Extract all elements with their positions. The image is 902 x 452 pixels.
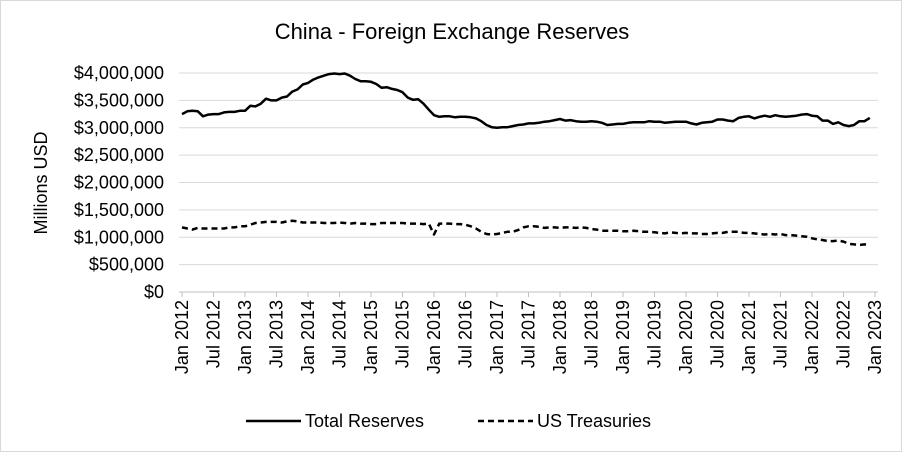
series-line-total-reserves [181,72,871,130]
x-tick-label: Jul 2022 [834,300,854,368]
x-tick-label: Jul 2019 [645,300,665,368]
x-tick-label: Jul 2018 [582,300,602,368]
y-tick-label: $2,000,000 [74,173,164,193]
x-tick-label: Jul 2017 [519,300,539,368]
x-tick-labels: Jan 2012 Jul 2012 Jan 2013 Jul 2013 Jan 2014… [172,300,885,374]
x-tick-label: Jan 2015 [361,300,381,374]
x-tick-label: Jan 2013 [235,300,255,374]
y-axis-label: Millions USD [31,131,51,234]
y-tick-label: $3,000,000 [74,118,164,138]
x-tick-label: Jan 2022 [802,300,822,374]
x-tick-label: Jul 2020 [708,300,728,368]
y-tick-label: $3,500,000 [74,90,164,110]
x-tick-label: Jan 2014 [298,300,318,374]
x-tick-label: Jul 2012 [204,300,224,368]
x-tick-label: Jan 2021 [739,300,759,374]
series-lines [181,72,871,247]
y-tick-labels: $0 $500,000 $1,000,000 $1,500,000 $2,000,000… [74,63,164,302]
x-tick-label: Jan 2023 [865,300,885,374]
gridlines [179,72,878,297]
y-tick-label: $1,500,000 [74,200,164,220]
x-tick-label: Jul 2021 [771,300,791,368]
y-tick-label: $2,500,000 [74,145,164,165]
x-tick-label: Jan 2012 [172,300,192,374]
chart-title: China - Foreign Exchange Reserves [275,19,630,44]
legend-label-us-treasuries: US Treasuries [537,411,651,431]
legend: Total Reserves US Treasuries [246,411,651,431]
x-tick-label: Jul 2013 [267,300,287,368]
x-tick-label: Jan 2016 [424,300,444,374]
x-tick-label: Jul 2016 [456,300,476,368]
x-tick-label: Jan 2017 [487,300,507,374]
x-tick-label: Jan 2020 [676,300,696,374]
x-tick-label: Jul 2014 [330,300,350,368]
y-tick-label: $1,000,000 [74,227,164,247]
y-tick-label: $0 [144,282,164,302]
x-tick-label: Jan 2018 [550,300,570,374]
series-line-us-treasuries [181,219,870,247]
y-tick-label: $4,000,000 [74,63,164,83]
x-tick-label: Jul 2015 [393,300,413,368]
x-tick-label: Jan 2019 [613,300,633,374]
legend-label-total-reserves: Total Reserves [305,411,424,431]
y-tick-label: $500,000 [89,255,164,275]
